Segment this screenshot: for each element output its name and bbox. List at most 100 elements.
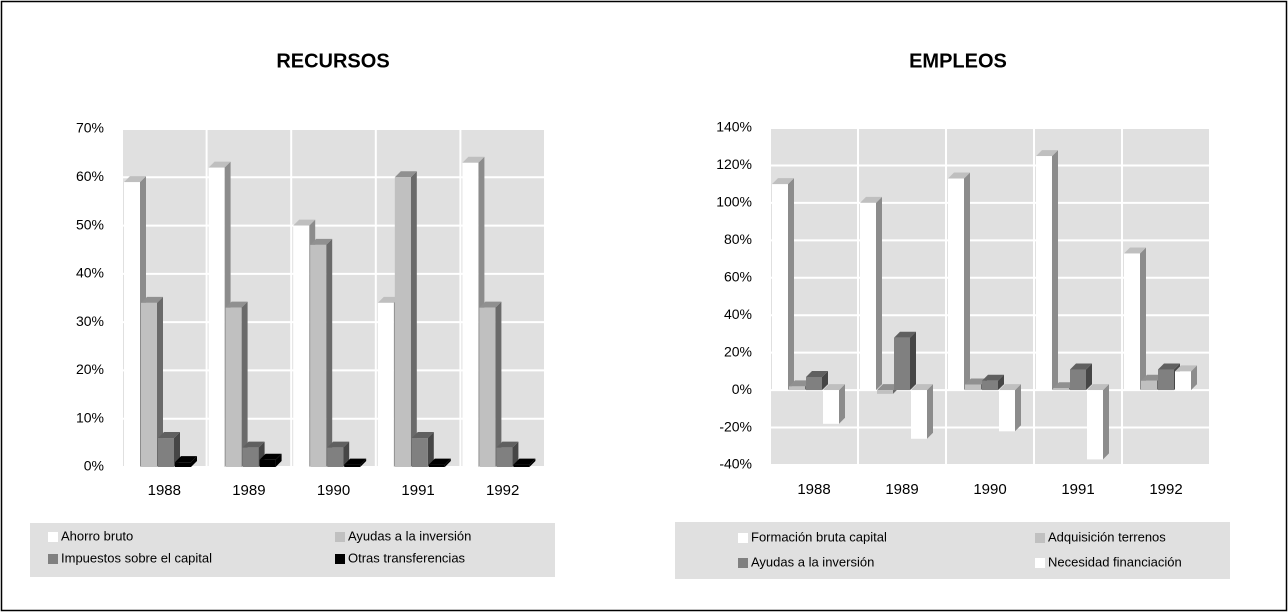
y-tick-label: 140% bbox=[716, 119, 752, 135]
legend-label: Ahorro bruto bbox=[61, 528, 133, 543]
bar-top bbox=[225, 301, 248, 308]
bar-top bbox=[394, 171, 417, 178]
x-tick-label: 1988 bbox=[797, 481, 830, 498]
bar bbox=[1175, 371, 1191, 391]
y-tick-label: -20% bbox=[719, 418, 752, 434]
bar-side bbox=[512, 441, 519, 467]
bar-top bbox=[806, 371, 828, 378]
bar-top bbox=[789, 380, 811, 387]
bar-top bbox=[1070, 363, 1092, 370]
bar-side bbox=[788, 178, 794, 391]
x-tick-label: 1991 bbox=[401, 482, 434, 499]
bar bbox=[242, 447, 259, 467]
bar bbox=[877, 390, 893, 394]
legend-label: Otras transferencias bbox=[348, 550, 466, 565]
chart-title: RECURSOS bbox=[276, 50, 389, 72]
bar bbox=[310, 244, 327, 467]
y-tick-label: 100% bbox=[716, 194, 752, 210]
bar-top bbox=[1036, 150, 1058, 157]
bar bbox=[806, 377, 822, 391]
y-tick-label: 10% bbox=[76, 409, 104, 425]
bar-side bbox=[427, 432, 434, 467]
bar bbox=[999, 390, 1015, 432]
bar-side bbox=[927, 384, 933, 439]
bar-side bbox=[1086, 363, 1092, 391]
bar-side bbox=[495, 301, 502, 467]
bar-top bbox=[1124, 247, 1146, 254]
bar-side bbox=[998, 374, 1004, 391]
legend-swatch bbox=[335, 554, 345, 564]
bar bbox=[394, 177, 411, 468]
bar bbox=[428, 464, 445, 467]
x-tick-label: 1992 bbox=[1149, 481, 1182, 498]
bar bbox=[377, 302, 394, 467]
bar-side bbox=[529, 458, 536, 467]
bar-side bbox=[275, 453, 282, 467]
bar-top bbox=[242, 441, 265, 448]
bar-top bbox=[428, 458, 451, 465]
bar bbox=[789, 386, 805, 391]
bar bbox=[982, 380, 998, 391]
bar-top bbox=[513, 458, 536, 465]
legend-label: Adquisición terrenos bbox=[1048, 529, 1166, 544]
bar-top bbox=[1087, 384, 1109, 391]
tick-mark bbox=[763, 464, 771, 469]
bar-top bbox=[259, 453, 282, 460]
bar bbox=[462, 162, 479, 468]
legend-box bbox=[675, 522, 1230, 579]
legend-label: Ayudas a la inversión bbox=[348, 528, 471, 543]
bar-side bbox=[964, 172, 970, 391]
y-tick-label: 30% bbox=[76, 313, 104, 329]
bar-side bbox=[360, 458, 367, 467]
bar-side bbox=[444, 458, 451, 467]
bar bbox=[1070, 369, 1086, 391]
bar-side bbox=[1015, 384, 1021, 432]
bar bbox=[1053, 388, 1069, 391]
legend-swatch bbox=[1035, 558, 1045, 568]
bar bbox=[225, 307, 242, 467]
bar-top bbox=[310, 238, 333, 245]
bar-side bbox=[326, 238, 333, 467]
bar-top bbox=[823, 384, 845, 391]
bar-top bbox=[1175, 365, 1197, 372]
bar-side bbox=[1140, 247, 1146, 391]
bar-top bbox=[1053, 382, 1075, 389]
x-tick-label: 1991 bbox=[1061, 481, 1094, 498]
bar bbox=[948, 178, 964, 391]
bar bbox=[1141, 380, 1157, 391]
tick-mark bbox=[115, 466, 123, 471]
y-tick-label: 120% bbox=[716, 156, 752, 172]
bar bbox=[823, 390, 839, 424]
bar-top bbox=[141, 296, 163, 303]
y-tick-label: 20% bbox=[76, 361, 104, 377]
bar-side bbox=[839, 384, 845, 424]
legend-swatch bbox=[48, 554, 58, 564]
bar bbox=[479, 307, 496, 467]
bar bbox=[158, 438, 174, 467]
bar-side bbox=[910, 331, 916, 391]
bar bbox=[175, 462, 191, 467]
bar-side bbox=[191, 456, 197, 467]
x-tick-label: 1990 bbox=[317, 482, 350, 499]
legend-label: Ayudas a la inversión bbox=[751, 554, 874, 569]
bar-top bbox=[860, 196, 882, 203]
y-tick-label: -40% bbox=[719, 456, 752, 472]
y-tick-label: 0% bbox=[732, 381, 752, 397]
y-tick-label: 20% bbox=[724, 343, 752, 359]
bar-top bbox=[479, 301, 502, 308]
bar-top bbox=[175, 456, 197, 463]
bar-side bbox=[1103, 384, 1109, 460]
bar-top bbox=[1158, 363, 1180, 370]
bar bbox=[1087, 390, 1103, 460]
bar-top bbox=[462, 156, 485, 163]
legend-label: Necesidad financiación bbox=[1048, 554, 1182, 569]
bar-top bbox=[377, 296, 400, 303]
bar-top bbox=[411, 432, 434, 439]
bar bbox=[513, 464, 530, 467]
bar bbox=[293, 225, 310, 467]
x-tick-label: 1989 bbox=[885, 481, 918, 498]
bar bbox=[208, 167, 225, 467]
y-tick-label: 0% bbox=[84, 458, 104, 474]
bar-top bbox=[124, 176, 146, 183]
